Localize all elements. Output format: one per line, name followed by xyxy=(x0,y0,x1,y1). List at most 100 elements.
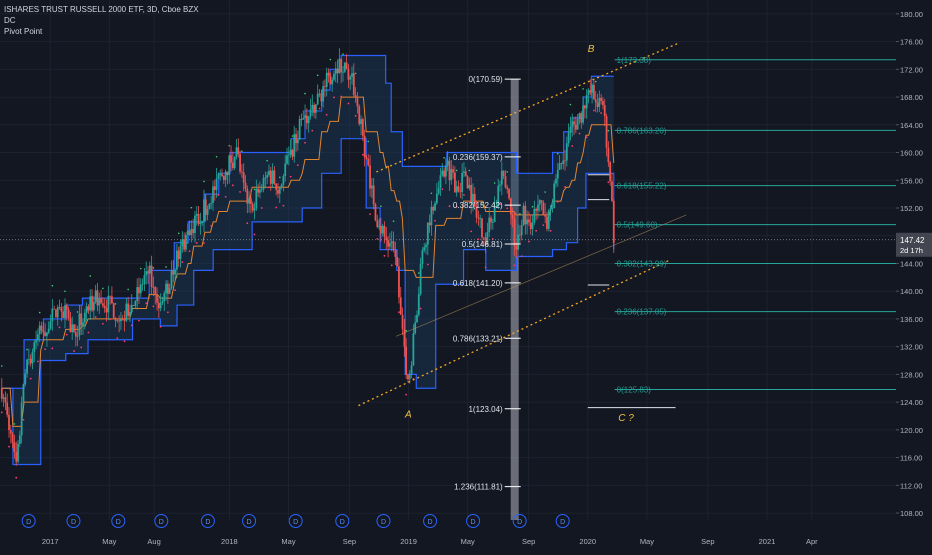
pivot-dot xyxy=(443,156,445,159)
candle-body xyxy=(322,86,325,102)
pivot-dot xyxy=(224,195,227,198)
pivot-dot xyxy=(0,411,3,414)
fib-left-label: 0.5(146.81) xyxy=(462,240,503,249)
pivot-dot xyxy=(217,194,220,197)
pivot-dot xyxy=(215,155,218,158)
pivot-dot xyxy=(165,266,167,268)
candle-body xyxy=(334,68,337,74)
indicator-pivot-label[interactable]: Pivot Point xyxy=(4,27,43,36)
candle-body xyxy=(8,414,10,430)
candle-body xyxy=(533,208,536,223)
candle-body xyxy=(204,199,207,215)
dividend-marker xyxy=(288,514,303,528)
candle-body xyxy=(255,188,258,209)
candle-body xyxy=(546,216,548,229)
candle-body xyxy=(147,271,149,274)
candle-body xyxy=(452,169,454,173)
donchian-lower xyxy=(1,138,615,466)
candle-body xyxy=(491,222,494,223)
candle-body xyxy=(555,178,557,184)
pivot-dot xyxy=(22,418,25,421)
candle-body xyxy=(264,177,267,179)
x-tick-label: May xyxy=(281,537,295,546)
pivot-dot xyxy=(468,169,471,172)
candle-body xyxy=(578,113,581,120)
pivot-dot xyxy=(26,348,28,351)
pivot-dot xyxy=(544,191,546,193)
candle-body xyxy=(327,72,330,76)
candle-body xyxy=(506,187,509,190)
highlight-band xyxy=(510,79,519,520)
dividend-label: D xyxy=(159,519,164,526)
y-tick-label: 120.00 xyxy=(900,426,923,435)
candle-body xyxy=(360,119,362,124)
dividend-label: D xyxy=(340,519,345,526)
candle-body xyxy=(392,241,395,251)
candle-body xyxy=(378,225,380,227)
candle-body xyxy=(49,321,52,329)
pivot-dot xyxy=(36,360,39,363)
candle-body xyxy=(64,305,66,318)
candle-body xyxy=(455,186,458,193)
candle-body xyxy=(278,187,281,194)
fib-left-label: 1(123.04) xyxy=(468,405,503,414)
candle-body xyxy=(0,388,3,399)
dividend-marker xyxy=(423,514,438,528)
pivot-dot xyxy=(582,88,584,90)
candle-body xyxy=(87,306,90,311)
candle-body xyxy=(342,71,344,73)
candle-body xyxy=(183,239,186,250)
donchian-upper xyxy=(1,54,614,389)
candle-body xyxy=(143,275,146,285)
pivot-dot xyxy=(441,188,444,191)
pivot-dot xyxy=(549,229,552,232)
candle-body xyxy=(27,358,30,360)
candle-body xyxy=(520,225,523,236)
pivot-dot xyxy=(282,204,285,207)
candle-body xyxy=(40,325,43,331)
candle-body xyxy=(528,219,530,223)
candle-body xyxy=(161,301,164,304)
dividend-marker xyxy=(154,514,169,528)
pivot-dot xyxy=(318,107,321,110)
candle-body xyxy=(58,307,61,309)
candle-body xyxy=(538,200,541,205)
candle-body xyxy=(298,119,301,140)
candle-body xyxy=(152,287,155,288)
candle-body xyxy=(295,134,297,144)
indicator-dc-label[interactable]: DC xyxy=(4,16,16,25)
pivot-dot xyxy=(470,230,473,233)
pivot-dot xyxy=(145,302,148,305)
pivot-dot xyxy=(87,331,90,334)
candle-body xyxy=(282,176,285,185)
candle-body xyxy=(123,319,126,321)
pivot-dot xyxy=(600,112,603,114)
y-tick-label: 144.00 xyxy=(900,259,923,268)
candle-body xyxy=(425,244,427,248)
pivot-dot xyxy=(239,191,241,193)
candle-body xyxy=(179,246,182,259)
candle-body xyxy=(118,320,121,322)
candle-body xyxy=(253,208,256,211)
candle-body xyxy=(589,90,592,93)
candle-body xyxy=(65,305,68,310)
candle-body xyxy=(441,170,444,176)
dividend-label: D xyxy=(205,519,210,526)
pivot-dot xyxy=(138,319,140,322)
pivot-dot xyxy=(152,267,155,269)
candle-body xyxy=(556,169,559,179)
candle-body xyxy=(13,442,16,452)
symbol-title[interactable]: ISHARES TRUST RUSSELL 2000 ETF, 3D, Cboe… xyxy=(4,5,199,14)
candle-body xyxy=(132,304,135,306)
candle-body xyxy=(235,147,238,157)
fib-left-label: 0.382(152.42) xyxy=(453,201,503,210)
candle-body xyxy=(313,104,315,113)
pivot-dot xyxy=(593,109,595,112)
candle-body xyxy=(231,162,234,169)
candle-body xyxy=(246,188,249,204)
candle-body xyxy=(320,93,323,102)
y-tick-label: 136.00 xyxy=(900,315,923,324)
candle-body xyxy=(284,163,287,177)
